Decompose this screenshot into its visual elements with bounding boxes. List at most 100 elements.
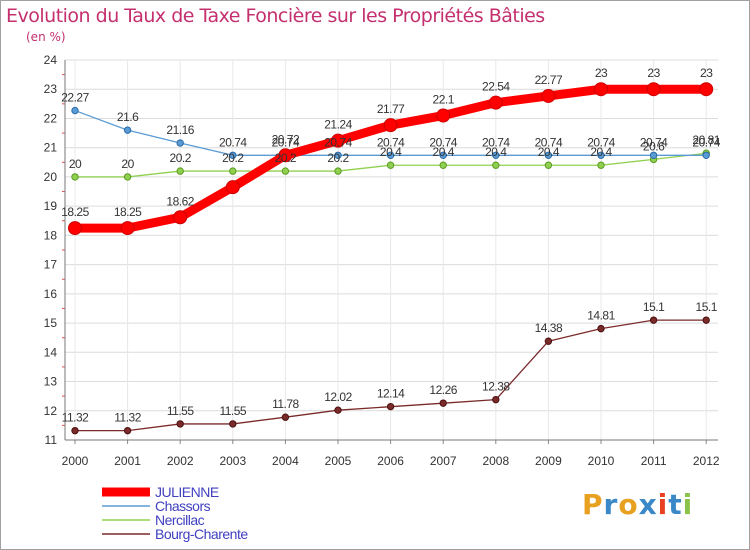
x-tick-label: 2008 <box>482 454 509 468</box>
data-point <box>176 420 184 428</box>
data-label: 20 <box>69 157 82 171</box>
data-point <box>492 395 500 404</box>
logo-letter: x <box>638 488 658 521</box>
data-label: 20.81 <box>692 133 720 147</box>
data-label: 12.14 <box>377 387 405 401</box>
legend-label: Bourg-Charente <box>155 526 248 542</box>
data-label: 20.4 <box>485 145 507 159</box>
data-label: 20.74 <box>429 135 457 149</box>
data-label: 22.54 <box>482 80 510 94</box>
data-point <box>173 210 188 225</box>
data-point <box>123 126 132 134</box>
data-label: 20.74 <box>324 135 352 149</box>
data-label: 21.16 <box>166 123 194 137</box>
x-tick-label: 2002 <box>167 454 194 468</box>
data-point <box>225 180 240 195</box>
data-point <box>646 82 661 97</box>
data-point <box>649 151 658 159</box>
data-point <box>229 420 237 428</box>
data-label: 14.81 <box>587 309 615 323</box>
logo-letter: o <box>618 488 639 521</box>
y-tick-label: 22 <box>44 111 58 125</box>
y-tick-label: 19 <box>44 199 58 213</box>
data-label: 21.24 <box>324 118 352 132</box>
data-point <box>439 151 447 159</box>
data-label: 15.1 <box>643 300 665 314</box>
data-label: 12.02 <box>324 390 352 404</box>
data-label: 18.62 <box>166 194 194 208</box>
data-label: 23 <box>647 66 660 80</box>
proxiti-logo: Proxiti <box>582 488 693 521</box>
data-point <box>331 133 345 148</box>
data-label: 11.55 <box>167 404 194 418</box>
data-point <box>594 82 608 97</box>
y-tick-label: 21 <box>44 141 58 155</box>
data-point <box>544 337 553 345</box>
data-point <box>439 399 447 407</box>
data-label: 23 <box>595 66 608 80</box>
data-point <box>229 167 237 175</box>
y-tick-label: 18 <box>44 228 58 242</box>
data-label: 18.25 <box>61 205 89 219</box>
data-label: 21.6 <box>117 110 139 124</box>
data-label: 20.74 <box>535 135 563 149</box>
x-tick-label: 2005 <box>325 454 352 468</box>
x-tick-label: 2006 <box>377 454 404 468</box>
y-tick-label: 20 <box>44 170 58 184</box>
data-label: 22.27 <box>61 91 89 105</box>
data-label: 22.1 <box>433 93 455 107</box>
logo-letter: i <box>657 488 669 521</box>
x-tick-label: 2001 <box>114 454 141 468</box>
data-label: 20.74 <box>587 135 615 149</box>
y-tick-label: 14 <box>44 345 58 359</box>
data-point <box>281 413 290 421</box>
data-label: 12.38 <box>482 380 510 394</box>
data-point <box>176 139 184 147</box>
data-label: 14.38 <box>535 321 563 335</box>
data-label: 12.26 <box>429 383 457 397</box>
data-point <box>71 173 79 181</box>
data-label: 20.2 <box>275 151 297 165</box>
x-tick-label: 2011 <box>641 454 667 468</box>
y-tick-label: 12 <box>44 404 58 418</box>
x-tick-label: 2004 <box>272 454 299 468</box>
data-label: 20.2 <box>222 151 244 165</box>
data-point <box>649 316 658 324</box>
data-label: 11.32 <box>114 411 141 425</box>
data-label: 20.74 <box>482 135 510 149</box>
y-tick-label: 17 <box>44 258 58 272</box>
data-point <box>386 161 395 169</box>
x-tick-label: 2000 <box>62 454 89 468</box>
data-point <box>123 426 132 435</box>
data-point <box>541 88 556 103</box>
data-point <box>436 108 451 123</box>
chart-subtitle: (en %) <box>26 30 66 44</box>
data-label: 15.1 <box>696 300 718 314</box>
data-point <box>492 161 500 169</box>
data-label: 22.77 <box>535 73 563 87</box>
data-label: 20.4 <box>380 145 402 159</box>
data-point <box>386 151 395 159</box>
data-point <box>176 167 184 175</box>
data-label: 20.74 <box>692 135 720 149</box>
data-label: 20.2 <box>170 151 192 165</box>
data-label: 20.74 <box>272 135 300 149</box>
y-tick-label: 13 <box>44 375 58 389</box>
data-label: 20.4 <box>538 145 560 159</box>
data-point <box>229 151 237 159</box>
data-label: 20.72 <box>272 132 300 146</box>
data-point <box>278 148 293 163</box>
data-point <box>488 95 503 110</box>
legend-label: Chassors <box>155 498 211 514</box>
chart-title: Evolution du Taux de Taxe Foncière sur l… <box>6 5 545 27</box>
data-point <box>544 151 553 159</box>
plot-area <box>65 60 718 440</box>
x-tick-label: 2003 <box>219 454 246 468</box>
data-point <box>597 161 605 169</box>
logo-letter: P <box>582 488 604 521</box>
data-point <box>699 82 714 97</box>
logo-letter: t <box>668 488 683 521</box>
data-point <box>71 106 79 115</box>
data-point <box>383 118 398 133</box>
data-label: 11.78 <box>272 397 299 411</box>
